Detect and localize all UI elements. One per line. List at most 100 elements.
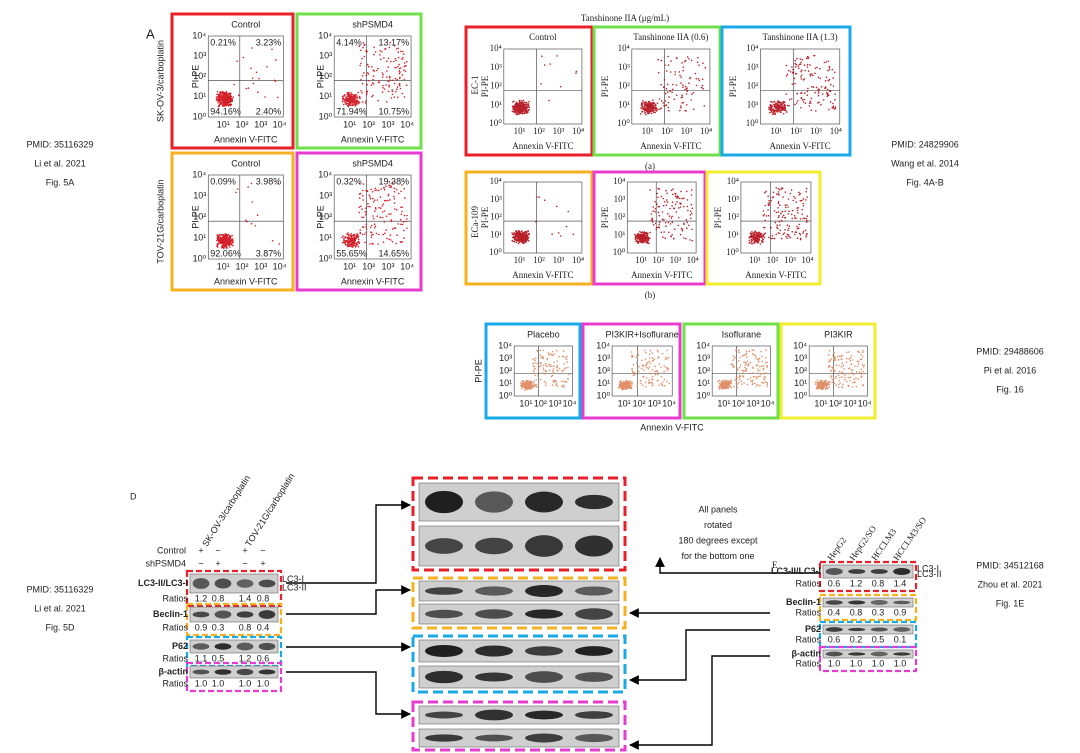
blot-band [525, 646, 563, 656]
event-dot [513, 109, 515, 111]
event-dot [646, 361, 649, 364]
event-dot [835, 377, 837, 379]
event-dot [362, 41, 365, 44]
event-dot [793, 195, 795, 198]
event-dot [650, 107, 653, 110]
event-dot [815, 86, 818, 89]
event-dot [518, 99, 521, 102]
event-dot [681, 62, 683, 64]
arrow [286, 500, 411, 584]
x-tick-label: 10³ [553, 255, 565, 265]
event-dot [350, 242, 353, 245]
event-dot [388, 46, 391, 49]
event-dot [654, 370, 656, 373]
event-dot [761, 360, 763, 363]
event-dot [730, 379, 732, 382]
enlarged-panel [411, 576, 627, 630]
event-dot [651, 384, 654, 386]
event-dot [657, 108, 659, 111]
event-dot [524, 383, 527, 386]
event-dot [539, 378, 542, 381]
event-dot [637, 233, 640, 236]
x-tick-label: 10⁴ [761, 398, 775, 408]
blot-strip [822, 649, 914, 659]
event-dot [660, 107, 662, 109]
event-dot [522, 382, 525, 385]
event-dot [391, 89, 394, 91]
event-dot [775, 109, 777, 111]
event-dot [832, 85, 835, 87]
event-dot [775, 102, 777, 105]
x-tick-label: 10¹ [749, 255, 761, 265]
x-tick-label: 10¹ [519, 398, 532, 408]
event-dot [823, 384, 825, 386]
plot-area [626, 181, 697, 254]
event-dot [722, 387, 725, 390]
event-dot [278, 243, 281, 245]
event-dot [793, 215, 796, 217]
event-dot [512, 240, 515, 243]
event-dot [806, 64, 809, 66]
event-dot [529, 387, 532, 390]
y-tick-label: 10⁰ [794, 390, 808, 400]
event-dot [561, 369, 563, 372]
condition-label: shPSMD4 [145, 558, 186, 568]
event-dot [832, 102, 834, 105]
event-dot [229, 104, 231, 106]
event-dot [786, 104, 789, 107]
event-dot [835, 375, 837, 378]
event-dot [683, 222, 685, 225]
event-dot [781, 220, 783, 222]
event-dot [351, 93, 353, 96]
y-tick-label: 10³ [747, 62, 759, 72]
event-dot [817, 381, 819, 384]
ratio-value: 1.4 [239, 593, 252, 603]
event-dot [645, 241, 648, 243]
event-dot [742, 355, 744, 357]
blot-band [236, 642, 254, 651]
event-dot [784, 216, 787, 219]
event-dot [520, 100, 522, 102]
highlight-box [818, 645, 918, 673]
event-dot [766, 385, 768, 387]
blot-band [475, 734, 513, 742]
event-dot [388, 75, 391, 78]
event-dot [774, 112, 776, 115]
panel-frame [592, 25, 722, 157]
event-dot [226, 243, 228, 246]
event-dot [370, 84, 373, 86]
event-dot [518, 104, 521, 106]
ratio-value: 0.4 [257, 622, 270, 632]
x-tick-label: 10³ [254, 119, 267, 129]
y-tick-label: 10³ [193, 190, 206, 200]
event-dot [660, 100, 663, 102]
event-dot [222, 102, 224, 104]
event-dot [528, 233, 530, 235]
event-dot [625, 379, 628, 382]
event-dot [778, 220, 781, 223]
event-dot [644, 358, 647, 360]
ratio-value: 1.2 [239, 653, 252, 663]
event-dot [645, 238, 647, 240]
event-dot [527, 104, 530, 106]
event-dot [522, 239, 525, 241]
event-dot [624, 385, 626, 387]
event-dot [391, 181, 394, 184]
event-dot [639, 230, 641, 233]
event-dot [216, 95, 218, 98]
blot-band [236, 611, 254, 618]
event-dot [560, 380, 563, 383]
event-dot [783, 105, 785, 107]
event-dot [375, 69, 378, 72]
event-dot [680, 82, 682, 84]
event-dot [347, 95, 350, 97]
event-dot [639, 113, 642, 115]
event-dot [733, 357, 736, 359]
x-tick-label: 10⁴ [400, 119, 414, 129]
event-dot [802, 79, 805, 81]
event-dot [736, 386, 739, 389]
quadrant-percent: 0.21% [210, 37, 236, 47]
blot-band [425, 609, 463, 619]
event-dot [735, 349, 738, 351]
event-dot [357, 91, 359, 94]
